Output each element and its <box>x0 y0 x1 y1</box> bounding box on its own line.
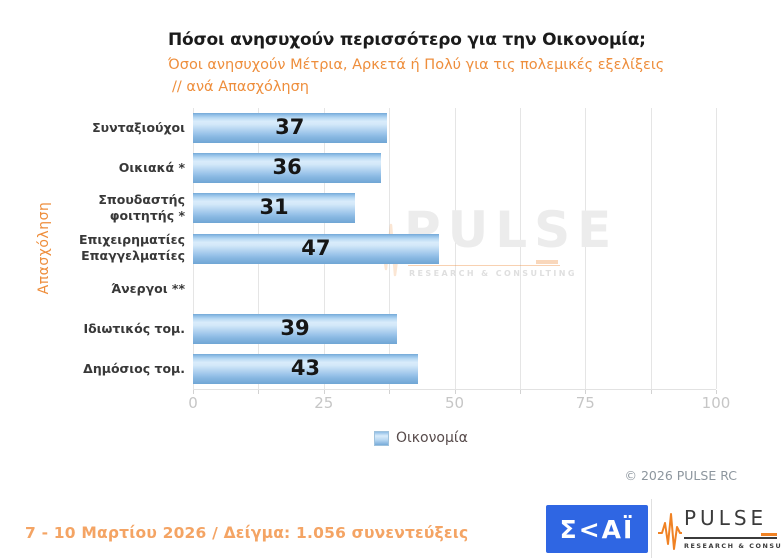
pulse-logo-line <box>684 537 777 539</box>
legend-label: Οικονομία <box>396 430 468 446</box>
x-axis-label: 75 <box>575 394 595 412</box>
x-axis-label: 100 <box>701 394 731 412</box>
legend: Οικονομία <box>374 430 468 446</box>
pulse-logo-orange-mark <box>761 533 777 536</box>
pulse-waveform-icon <box>658 513 682 550</box>
category-label: Ιδιωτικός τομ. <box>13 309 185 349</box>
pulse-logo-subtext: RESEARCH & CONSULTING <box>684 542 781 550</box>
x-axis-line <box>193 389 716 390</box>
category-label: Επιχειρηματίες Επαγγελματίες <box>13 228 185 268</box>
bar: 39 <box>193 313 397 344</box>
bar-value-label: 47 <box>301 235 331 260</box>
category-label: Άνεργοι ** <box>13 269 185 309</box>
pulse-logo: PULSE RESEARCH & CONSULTING <box>657 500 781 558</box>
category-label-line: Επαγγελματίες <box>81 248 185 264</box>
category-label-line: Δημόσιος τομ. <box>83 360 185 376</box>
gridline <box>585 108 587 389</box>
legend-swatch-icon <box>374 430 389 446</box>
skai-logo-text: Σ<ΑΪ <box>559 514 635 544</box>
x-axis-label: 50 <box>444 394 465 412</box>
axis-tick <box>389 390 391 394</box>
x-axis-label: 0 <box>188 394 198 412</box>
axis-tick <box>258 390 260 394</box>
category-label-line: φοιτητής * <box>109 208 185 224</box>
category-label-line: Άνεργοι ** <box>111 280 185 296</box>
category-label: Συνταξιούχοι <box>13 108 185 148</box>
bar-value-label: 39 <box>280 315 310 340</box>
axis-tick <box>193 390 194 394</box>
skai-logo: Σ<ΑΪ <box>546 505 648 553</box>
plot-area: 37 36 31 47 39 43 <box>193 108 717 394</box>
category-label-line: Επιχειρηματίες <box>78 232 185 248</box>
bar: 37 <box>193 113 387 144</box>
category-label-line: Οικιακά * <box>118 160 185 176</box>
bar-value-label: 31 <box>259 195 289 220</box>
bar: 43 <box>193 353 418 384</box>
pulse-logo-text: PULSE <box>684 506 768 530</box>
axis-tick <box>519 390 521 394</box>
gridline <box>519 108 521 389</box>
axis-tick <box>454 390 456 394</box>
gridline <box>454 108 456 389</box>
bar: 36 <box>193 153 382 184</box>
chart-subtitle-line2: // ανά Απασχόληση <box>172 79 309 95</box>
chart-subtitle-line1: Όσοι ανησυχούν Μέτρια, Αρκετά ή Πολύ για… <box>168 57 665 73</box>
bar-value-label: 43 <box>290 355 321 380</box>
category-label: Σπουδαστής φοιτητής * <box>13 188 185 228</box>
axis-tick <box>323 390 325 394</box>
axis-tick <box>716 390 717 394</box>
bar-value-label: 36 <box>272 155 302 180</box>
bar: 31 <box>193 193 356 224</box>
category-label-line: Συνταξιούχοι <box>92 120 185 136</box>
category-label-line: Ιδιωτικός τομ. <box>83 320 185 336</box>
x-axis-label: 25 <box>314 394 334 412</box>
chart-title: Πόσοι ανησυχούν περισσότερο για την Οικο… <box>168 30 646 50</box>
axis-tick <box>585 390 587 394</box>
bar: 47 <box>193 233 439 264</box>
category-label: Οικιακά * <box>13 148 185 188</box>
survey-info-text: 7 - 10 Μαρτίου 2026 / Δείγμα: 1.056 συνε… <box>25 524 469 542</box>
copyright-text: © 2026 PULSE RC <box>624 468 737 483</box>
gridline <box>716 108 717 389</box>
bar-value-label: 37 <box>275 115 305 140</box>
category-label: Δημόσιος τομ. <box>13 349 185 389</box>
logo-divider <box>651 499 652 558</box>
category-label-line: Σπουδαστής <box>98 192 185 208</box>
axis-tick <box>650 390 652 394</box>
gridline <box>650 108 652 389</box>
